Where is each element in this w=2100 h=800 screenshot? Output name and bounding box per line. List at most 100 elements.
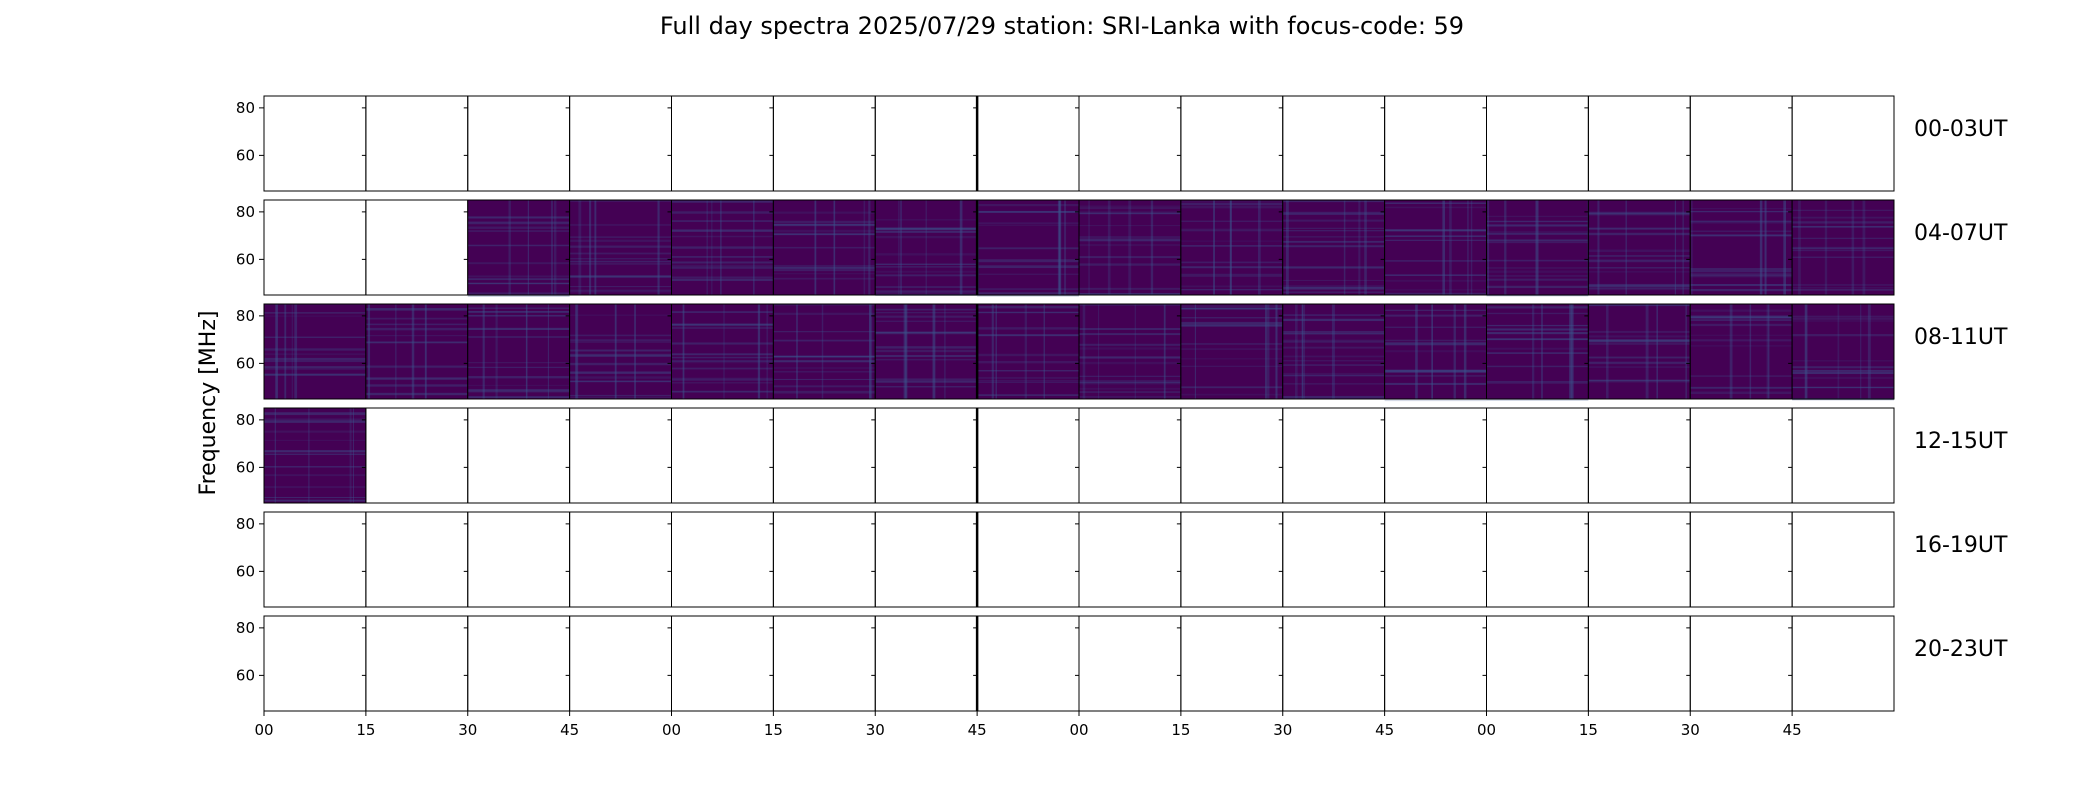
spectrum-band — [875, 386, 978, 388]
spectrum-band — [365, 341, 468, 344]
spectrum-panel — [467, 303, 571, 400]
spectrum-band — [671, 390, 774, 393]
panel-frame — [874, 95, 978, 192]
spectrum-streak — [553, 200, 557, 295]
panel-frame — [1078, 95, 1182, 192]
spectrum-band — [569, 314, 672, 316]
panel-frame — [1180, 95, 1284, 192]
panel-frame — [1689, 615, 1793, 712]
spectrum-panel — [569, 95, 672, 192]
spectrum-streak — [1860, 304, 1862, 399]
panel-frame — [671, 95, 774, 192]
panel-frame — [467, 511, 571, 608]
spectrum-band — [1079, 287, 1181, 290]
spectrum-band — [773, 229, 876, 233]
panel-frame — [569, 95, 672, 192]
spectrum-streak — [898, 200, 900, 295]
spectrum-band — [1384, 370, 1487, 373]
row-label: 04-07UT — [1914, 221, 2008, 246]
spectrum-panel — [671, 407, 774, 504]
spectrum-band — [467, 390, 570, 393]
spectrum-band — [1792, 315, 1894, 318]
y-tick-label: 60 — [236, 250, 255, 268]
spectrum-streak — [1851, 200, 1855, 295]
spectrum-panel — [1180, 303, 1284, 400]
spectrum-background — [671, 200, 774, 295]
spectrum-background — [569, 200, 672, 295]
spectrum-band — [671, 361, 774, 364]
spectrum-band — [1588, 249, 1691, 252]
spectrum-band — [264, 496, 366, 499]
spectrum-band — [1384, 375, 1487, 377]
spectrum-streak — [1163, 304, 1166, 399]
spectrum-band — [1690, 234, 1793, 237]
panel-frame — [1791, 303, 1895, 400]
spectrum-band — [773, 224, 876, 226]
spectrum-band — [773, 312, 876, 315]
spectrum-panel — [1689, 407, 1793, 504]
chart-title: Full day spectra 2025/07/29 station: SRI… — [660, 12, 1464, 40]
panel-frame — [569, 407, 672, 504]
row-20-23UT: 60 80 20-23UT — [236, 615, 2008, 712]
spectrum-band — [773, 220, 876, 224]
spectrum-band — [977, 360, 1079, 364]
spectrum-panel — [263, 199, 367, 296]
spectrum-band — [1486, 347, 1589, 350]
spectrum-band — [467, 315, 570, 317]
spectrum-band — [977, 327, 1079, 330]
panel-frame — [365, 615, 469, 712]
spectrum-band — [569, 394, 672, 397]
spectrum-band — [1588, 341, 1691, 343]
spectrum-band — [365, 323, 468, 326]
spectrum-band — [875, 230, 978, 233]
spectrum-background — [1384, 304, 1487, 399]
spectrum-band — [1282, 372, 1385, 376]
spectrum-band — [467, 226, 570, 229]
x-tick-label: 30 — [1273, 721, 1292, 739]
spectrum-band — [1180, 308, 1283, 310]
spectrum-band — [671, 264, 774, 267]
spectrum-background — [1792, 200, 1894, 295]
spectrum-panel — [1791, 303, 1895, 401]
spectrum-band — [1588, 260, 1691, 263]
spectrum-band — [977, 203, 1079, 207]
spectrum-band — [1079, 391, 1181, 393]
y-tick-label: 60 — [236, 458, 255, 476]
spectrum-panel — [1791, 511, 1895, 608]
spectrum-streak — [1606, 304, 1609, 399]
spectrum-band — [1180, 229, 1283, 232]
spectrum-band — [875, 378, 978, 380]
spectrum-panel — [1282, 615, 1386, 712]
spectrum-band — [977, 288, 1079, 290]
spectrum-band — [875, 219, 978, 221]
spectrum-band — [1282, 279, 1385, 282]
spectrum-band — [1079, 236, 1181, 239]
spectrum-panel — [365, 199, 469, 296]
spectrum-streak — [1597, 200, 1600, 295]
y-tick-label: 80 — [236, 515, 255, 533]
spectrum-streak — [1674, 200, 1677, 295]
spectrum-band — [365, 384, 468, 387]
spectrum-band — [1384, 239, 1487, 241]
spectrum-band — [1792, 221, 1894, 225]
spectrum-streak — [1059, 200, 1062, 295]
spectrum-band — [1384, 370, 1487, 372]
spectrum-band — [365, 366, 468, 369]
spectrum-band — [671, 377, 774, 380]
panel-frame — [467, 95, 571, 192]
spectrum-background — [773, 200, 876, 295]
spectrum-band — [264, 348, 366, 350]
spectrum-streak — [575, 304, 577, 399]
spectrum-band — [1180, 244, 1283, 247]
spectrum-band — [1282, 314, 1385, 316]
y-tick-label: 80 — [236, 411, 255, 429]
spectrum-band — [1180, 343, 1283, 345]
spectrum-band — [1588, 232, 1691, 236]
spectrum-band — [569, 334, 672, 337]
spectrum-panel — [874, 407, 978, 504]
spectrum-band — [1792, 387, 1894, 389]
spectrum-band — [1079, 387, 1181, 390]
spectrum-band — [1690, 345, 1793, 347]
spectrum-band — [875, 331, 978, 335]
spectrum-band — [467, 384, 570, 386]
